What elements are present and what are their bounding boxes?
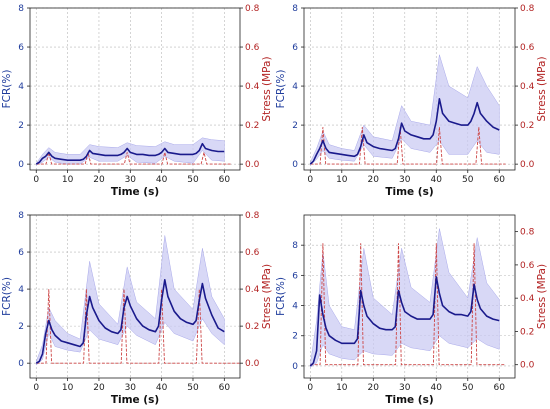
y2-tick-label: 0.4 (520, 294, 535, 304)
y-tick-label: 0 (18, 160, 24, 170)
y2-tick-label: 0.8 (520, 228, 535, 238)
x-tick-label: 50 (187, 175, 199, 185)
y2-axis-label: Stress (MPa) (536, 56, 548, 121)
y2-tick-label: 0.0 (520, 361, 535, 371)
y2-axis-label: Stress (MPa) (261, 56, 273, 121)
y2-axis-label: Stress (MPa) (261, 264, 273, 329)
x-tick-label: 30 (399, 383, 411, 393)
x-tick-label: 20 (93, 383, 105, 393)
y-tick-label: 6 (292, 43, 298, 53)
y-tick-label: 6 (18, 248, 24, 258)
y2-tick-label: 0.8 (245, 211, 260, 221)
x-tick-label: 20 (93, 175, 105, 185)
panel-4: 0 10 20 30 40 50 60 0 2 4 6 8 0.0 0.2 0.4 0.6 0.8 Time (s… (275, 214, 548, 406)
y-tick-label: 0 (18, 359, 24, 369)
x-tick-label: 0 (307, 383, 313, 393)
y-tick-label: 6 (292, 271, 298, 281)
y-tick-label: 8 (292, 4, 298, 14)
y-tick-label: 2 (18, 322, 24, 332)
y-tick-label: 2 (292, 332, 298, 342)
x-axis-label: Time (s) (385, 394, 433, 406)
y2-tick-label: 0.6 (520, 43, 535, 53)
x-tick-label: 50 (187, 383, 199, 393)
y2-tick-label: 0.0 (520, 160, 535, 170)
x-tick-label: 20 (368, 175, 380, 185)
x-tick-label: 40 (431, 175, 443, 185)
y2-tick-label: 0.2 (245, 121, 259, 131)
x-tick-label: 10 (336, 383, 348, 393)
x-tick-label: 40 (431, 383, 443, 393)
y-tick-label: 2 (292, 121, 298, 131)
y-tick-label: 0 (292, 160, 298, 170)
y2-tick-label: 0.4 (245, 82, 260, 92)
y2-tick-label: 0.8 (520, 4, 535, 14)
y2-tick-label: 0.8 (245, 4, 260, 14)
y-tick-label: 4 (18, 285, 24, 295)
y2-tick-label: 0.4 (245, 285, 260, 295)
axes-frame (303, 214, 516, 379)
fcr-mean-line (309, 276, 500, 367)
y2-tick-label: 0.6 (520, 261, 535, 271)
panel-1: 0 10 20 30 40 50 60 0 2 4 6 8 0.0 0.2 0.4 0.6 0.8 Time (s… (1, 4, 273, 198)
x-tick-label: 30 (399, 175, 411, 185)
axes-frame (29, 214, 241, 379)
x-tick-label: 40 (156, 383, 168, 393)
y2-tick-label: 0.2 (520, 121, 534, 131)
y-tick-label: 4 (18, 82, 24, 92)
x-tick-label: 10 (62, 175, 74, 185)
y-axis-label: FCR(%) (1, 70, 13, 109)
y2-tick-label: 0.2 (245, 322, 259, 332)
y2-tick-label: 0.6 (245, 43, 260, 53)
x-tick-label: 60 (494, 383, 506, 393)
x-tick-label: 60 (219, 383, 231, 393)
x-tick-label: 60 (494, 175, 506, 185)
y-tick-label: 4 (292, 82, 298, 92)
x-tick-label: 60 (219, 175, 231, 185)
panel-3: 0 10 20 30 40 50 60 0 2 4 6 8 0.0 0.2 0.4 0.6 0.8 Time (s… (1, 211, 273, 406)
fcr-band (36, 235, 225, 366)
y-axis-label: FCR(%) (1, 277, 13, 316)
x-tick-label: 50 (462, 175, 474, 185)
y-tick-label: 0 (292, 362, 298, 372)
x-tick-label: 0 (33, 175, 39, 185)
x-tick-label: 0 (307, 175, 313, 185)
x-axis-label: Time (s) (111, 394, 159, 406)
axes-frame (29, 7, 241, 171)
y2-tick-label: 0.0 (245, 359, 260, 369)
x-tick-label: 30 (125, 175, 137, 185)
y-tick-label: 6 (18, 43, 24, 53)
x-axis-label: Time (s) (111, 186, 159, 198)
y2-tick-label: 0.0 (245, 160, 260, 170)
panel-2: 0 10 20 30 40 50 60 0 2 4 6 8 0.0 0.2 0.4 0.6 0.8 Time (s… (275, 4, 548, 198)
y2-tick-label: 0.6 (245, 248, 260, 258)
x-tick-label: 40 (156, 175, 168, 185)
x-axis-label: Time (s) (385, 186, 433, 198)
y-tick-label: 2 (18, 121, 24, 131)
y-tick-label: 8 (18, 4, 24, 14)
axes-frame (303, 7, 516, 171)
y-tick-label: 4 (292, 302, 298, 312)
y-tick-label: 8 (292, 241, 298, 251)
fcr-band (310, 54, 500, 166)
fcr-mean-line (309, 98, 500, 165)
y-tick-label: 8 (18, 211, 24, 221)
stress-line (36, 289, 240, 364)
y-axis-label: FCR(%) (275, 70, 287, 109)
x-tick-label: 50 (462, 383, 474, 393)
fcr-mean-line (35, 142, 225, 165)
y2-tick-label: 0.4 (520, 82, 535, 92)
x-tick-label: 10 (62, 383, 74, 393)
y2-tick-label: 0.2 (520, 327, 534, 337)
stress-line (36, 152, 231, 165)
x-tick-label: 10 (336, 175, 348, 185)
x-tick-label: 30 (125, 383, 137, 393)
x-tick-label: 0 (33, 383, 39, 393)
fcr-mean-line (35, 279, 225, 364)
y-axis-label: FCR(%) (275, 277, 287, 316)
x-tick-label: 20 (368, 383, 380, 393)
y2-axis-label: Stress (MPa) (536, 264, 548, 329)
